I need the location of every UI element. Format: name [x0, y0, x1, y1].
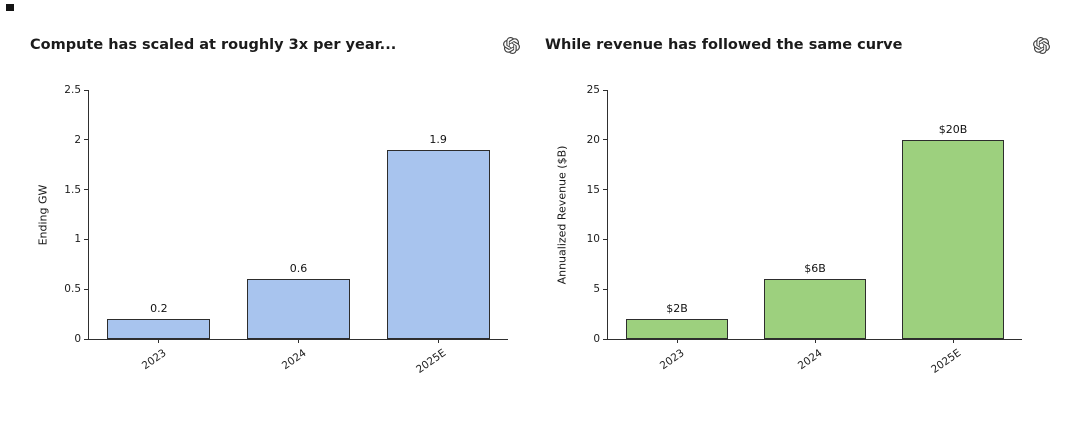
y-tick: [603, 89, 607, 91]
x-tick: [952, 339, 954, 343]
bar-2024: [247, 279, 350, 339]
y-tick: [84, 139, 88, 141]
stray-mark: [6, 4, 14, 11]
x-tick: [437, 339, 439, 343]
bar-value-label: 0.2: [150, 302, 168, 315]
bar-value-label: 0.6: [289, 262, 308, 275]
y-tick: [603, 189, 607, 191]
y-tick: [84, 238, 88, 240]
y-tick: [603, 288, 607, 290]
x-tick-label: 2024: [795, 347, 825, 373]
y-tick-label: 1.5: [64, 183, 81, 196]
x-tick: [158, 339, 160, 343]
y-tick-label: 1: [74, 233, 81, 246]
chart-title: While revenue has followed the same curv…: [545, 37, 903, 53]
y-tick-label: 20: [586, 133, 600, 146]
compute-chart-plot: Ending GW 0 0.5 1 1.5 2 2.5 0.2 2023 0.6 2024 1.9 2…: [37, 84, 508, 376]
y-tick-label: 15: [586, 183, 600, 196]
y-tick: [603, 139, 607, 141]
bar-value-label: $6B: [804, 262, 826, 275]
openai-logo-icon: [503, 37, 520, 54]
y-tick-label: 5: [593, 283, 600, 296]
y-tick: [84, 89, 88, 91]
chart-header: Compute has scaled at roughly 3x per yea…: [30, 36, 520, 54]
y-tick-label: 2.5: [64, 84, 81, 96]
y-tick-label: 0: [74, 333, 81, 345]
y-tick: [84, 189, 88, 191]
revenue-chart-panel: While revenue has followed the same curv…: [535, 0, 1060, 428]
bar-value-label: 1.9: [429, 133, 447, 146]
x-tick-label: 2025E: [929, 347, 964, 376]
x-tick: [814, 339, 816, 343]
revenue-chart-plot: Annualized Revenue ($B) 0 5 10 15 20 25 $2B 202…: [556, 84, 1022, 376]
bar-2023: [107, 319, 210, 339]
y-tick: [603, 238, 607, 240]
y-tick: [84, 338, 88, 340]
y-tick-label: 25: [586, 84, 600, 96]
x-tick-label: 2023: [139, 347, 169, 373]
x-tick-label: 2023: [657, 347, 687, 373]
y-tick: [84, 288, 88, 290]
bar-2025E: [387, 150, 490, 339]
compute-chart-panel: Compute has scaled at roughly 3x per yea…: [20, 0, 530, 428]
chart-title: Compute has scaled at roughly 3x per yea…: [30, 37, 397, 53]
x-tick-label: 2024: [279, 347, 309, 373]
bar-value-label: $20B: [938, 123, 968, 136]
bar-value-label: $2B: [666, 302, 688, 315]
y-tick: [603, 338, 607, 340]
y-tick-label: 0.5: [64, 283, 81, 296]
chart-header: While revenue has followed the same curv…: [545, 36, 1050, 54]
openai-logo-icon: [1033, 37, 1050, 54]
y-tick-label: 10: [586, 233, 600, 246]
bar-2024: [764, 279, 866, 339]
bar-2023: [626, 319, 728, 339]
y-tick-label: 2: [74, 133, 81, 146]
y-axis-label: Annualized Revenue ($B): [555, 145, 569, 285]
x-tick: [298, 339, 299, 343]
y-tick-label: 0: [593, 333, 600, 345]
bar-2025E: [902, 140, 1004, 339]
x-tick: [676, 339, 678, 343]
x-tick-label: 2025E: [414, 347, 449, 376]
